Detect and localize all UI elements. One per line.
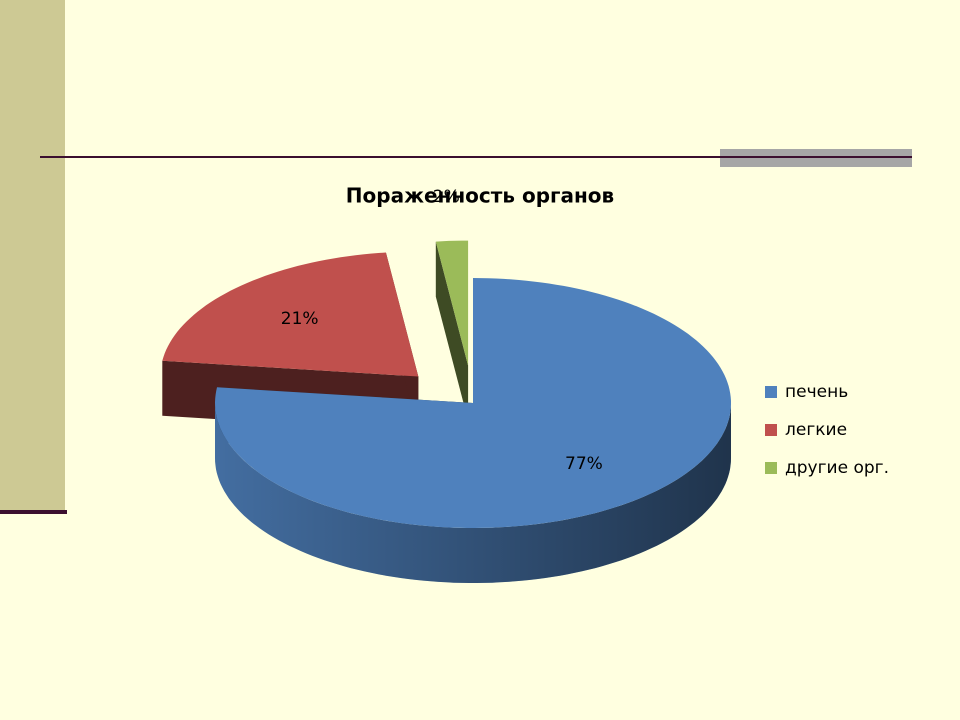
legend-label: печень (785, 382, 848, 402)
legend-swatch (765, 386, 777, 398)
legend-swatch (765, 424, 777, 436)
side-band (0, 0, 65, 512)
legend-label: другие орг. (785, 458, 889, 478)
slice (162, 252, 419, 377)
legend-label: легкие (785, 420, 847, 440)
pie: 2% 21% 77% (162, 187, 731, 583)
data-label: 21% (281, 309, 319, 329)
chart-title: Пораженность органов (346, 184, 614, 208)
slice-wall (435, 241, 469, 421)
legend-swatch (765, 462, 777, 474)
data-label: 2% (433, 187, 460, 207)
legend: печень легкие другие орг. (765, 382, 889, 478)
data-label: 77% (565, 454, 603, 474)
side-band-rule (0, 510, 67, 514)
slice (435, 240, 469, 366)
slice (215, 278, 731, 528)
slice-side-shade (215, 403, 731, 583)
